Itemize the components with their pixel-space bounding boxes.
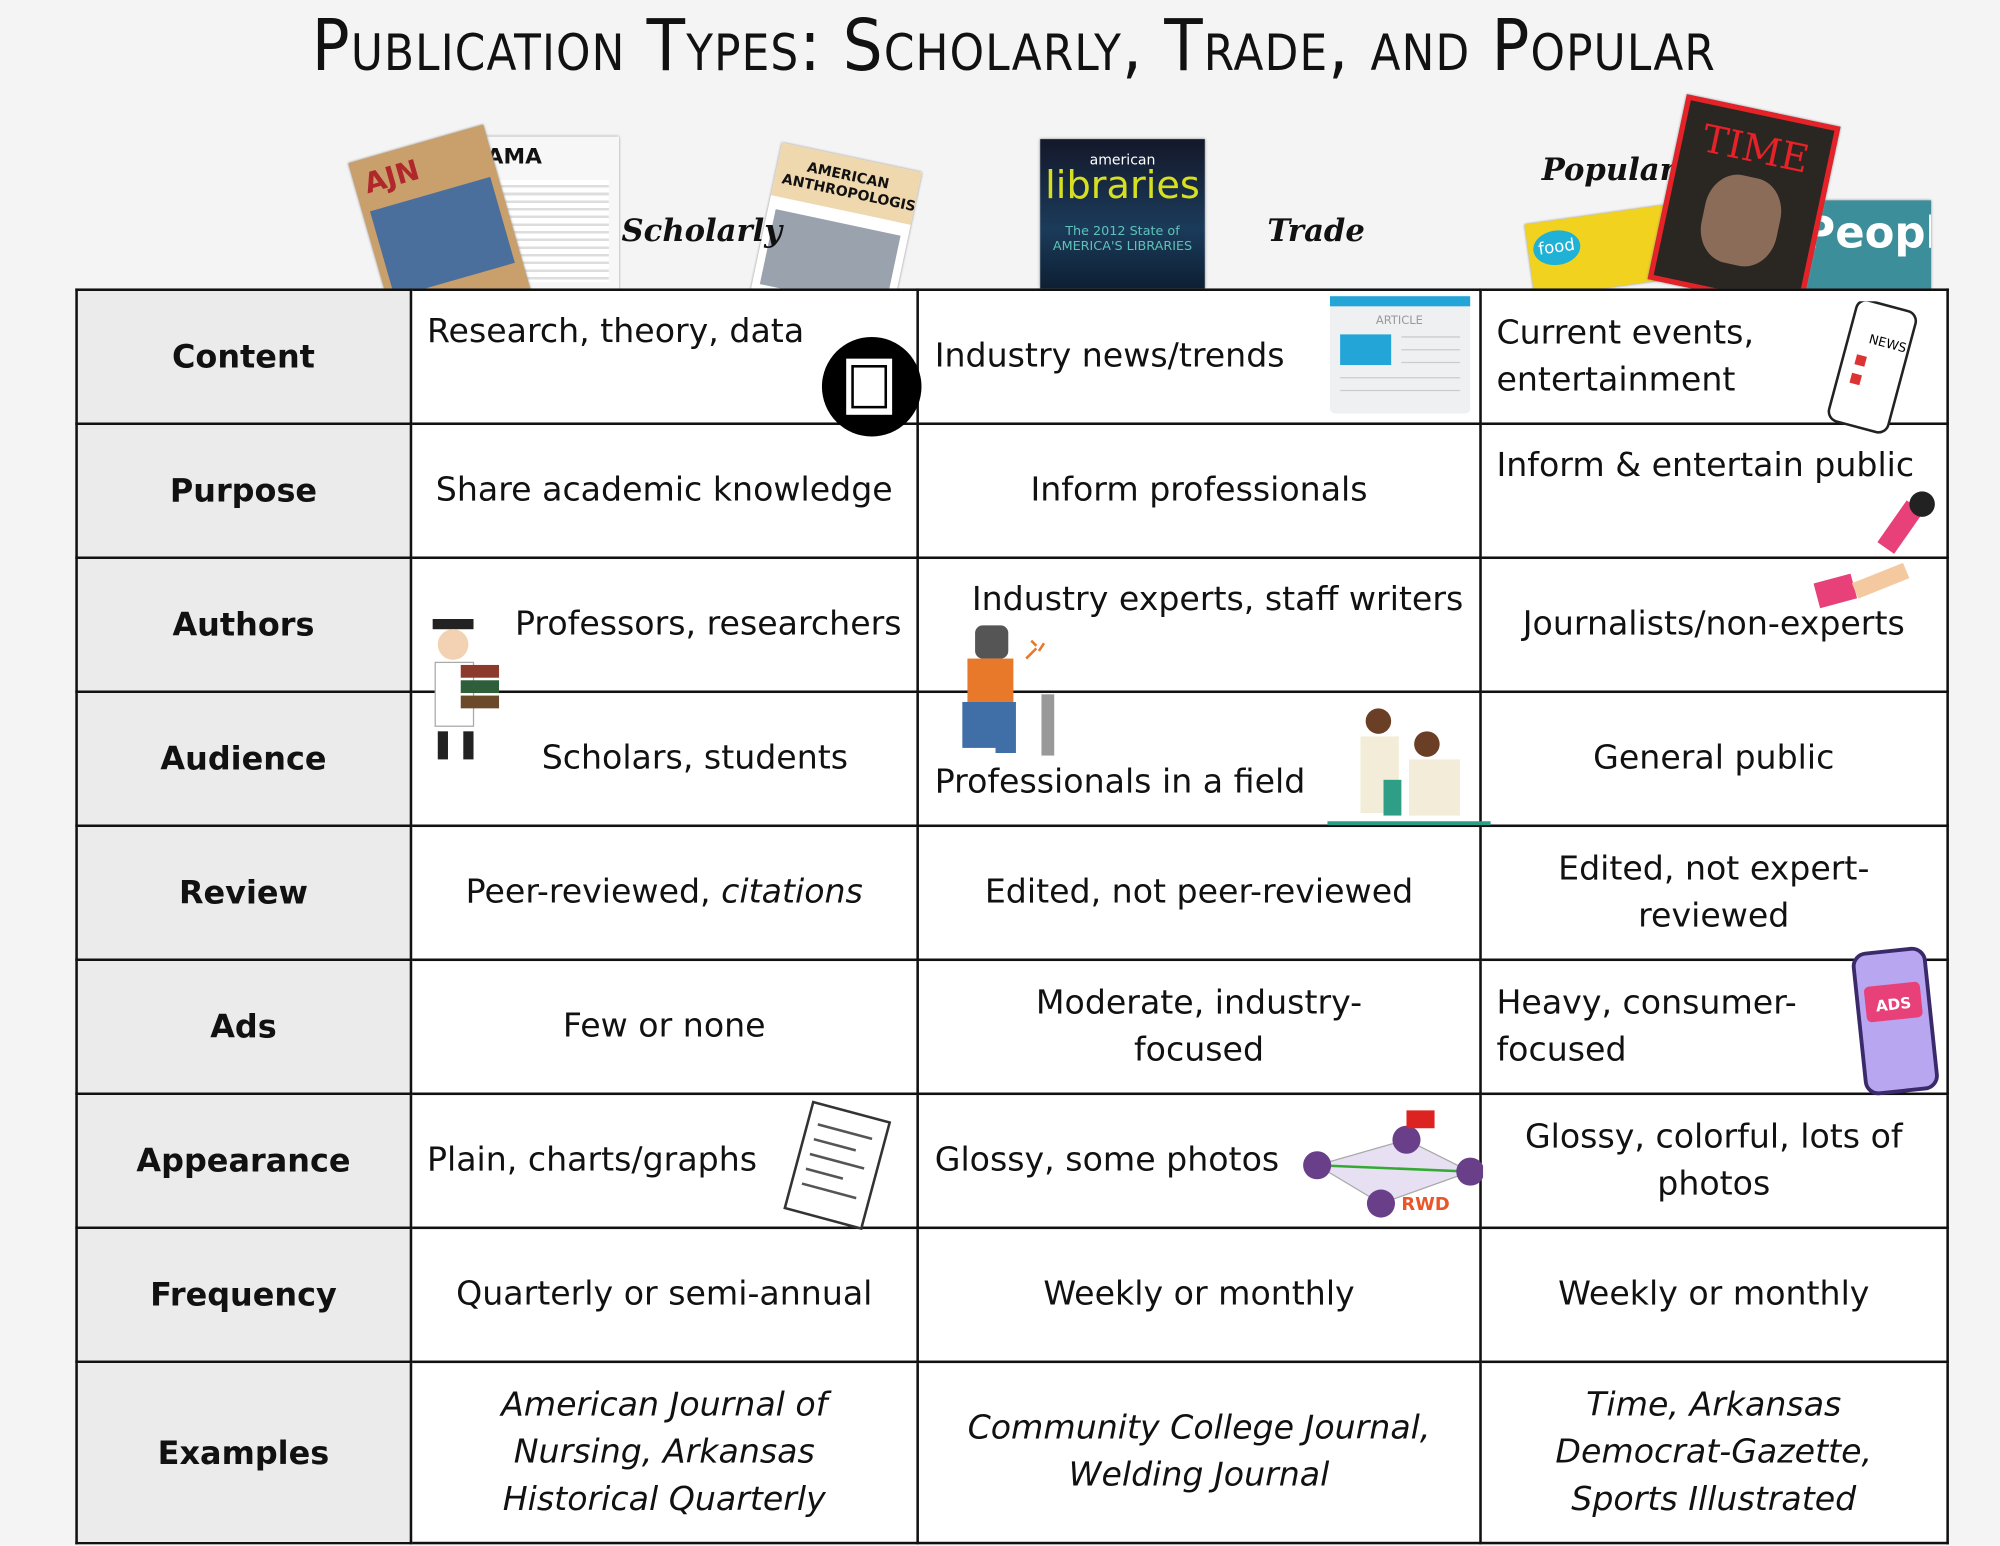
table-row-audience: Audience Scholars, students Professional…: [75, 690, 1949, 828]
cell-text: Inform professionals: [916, 422, 1482, 560]
cell-text: Share academic knowledge: [409, 422, 920, 560]
table-row-review: Review Peer-reviewed, citations Edited, …: [75, 824, 1949, 962]
trade-label: Trade: [1267, 211, 1365, 249]
cell-text: Glossy, colorful, lots of photos: [1478, 1092, 1949, 1230]
cell-text: Quarterly or semi-annual: [409, 1226, 920, 1364]
row-header: Examples: [75, 1360, 412, 1545]
svg-text:RWD: RWD: [1402, 1194, 1450, 1215]
cell-text: American Journal of Nursing, Arkansas Hi…: [501, 1385, 828, 1519]
article-icon: ARTICLE: [1330, 296, 1471, 414]
cell-text: Research, theory, data: [426, 312, 805, 351]
cell-text: Scholars, students: [409, 690, 920, 828]
cell-text: Peer-reviewed,: [465, 872, 722, 912]
row-header: Review: [75, 824, 412, 962]
table-row-authors: Authors Professors, researchers Industry…: [75, 556, 1949, 760]
cell-text: Weekly or monthly: [1478, 1226, 1949, 1364]
svg-text:ADS: ADS: [1874, 994, 1911, 1016]
cell-text: Moderate, industry-focused: [916, 958, 1482, 1096]
food-magazine-cover: food: [1524, 205, 1674, 298]
cell-text-italic: citations: [721, 872, 863, 912]
cell-text: Plain, charts/graphs: [426, 1141, 758, 1180]
row-header: Audience: [75, 690, 412, 828]
cell-text: Time, Arkansas Democrat-Gazette, Sports …: [1555, 1385, 1873, 1519]
table-row-content: Content Research, theory, data Industry …: [75, 288, 1949, 437]
cell-text: General public: [1478, 690, 1949, 828]
cell-text: Edited, not expert-reviewed: [1478, 824, 1949, 962]
news-phone-icon: NEWS: [1826, 301, 1917, 434]
scientists-icon: [1327, 708, 1492, 826]
rwd-car-chassis-icon: RWD: [1303, 1110, 1484, 1218]
table-row-appearance: Appearance Plain, charts/graphs Glossy, …: [75, 1092, 1949, 1231]
svg-text:ARTICLE: ARTICLE: [1376, 313, 1423, 327]
row-header: Purpose: [75, 422, 412, 560]
row-header: Authors: [75, 556, 412, 694]
row-header: Content: [75, 288, 412, 426]
newspaper-icon: [821, 336, 921, 437]
cell-text: Professionals in a field: [934, 763, 1306, 802]
comparison-table: Content Research, theory, data Industry …: [75, 288, 1949, 1545]
cell-text: Glossy, some photos: [934, 1141, 1280, 1180]
document-icon: [782, 1100, 891, 1231]
row-header: Ads: [75, 958, 412, 1096]
cell-text: Inform & entertain public: [1496, 446, 1915, 485]
scholarly-label: Scholarly: [621, 211, 783, 249]
row-header: Appearance: [75, 1092, 412, 1230]
table-row-examples: Examples American Journal of Nursing, Ar…: [75, 1360, 1949, 1545]
popular-label: Popular: [1541, 150, 1676, 188]
american-libraries-cover: american libraries The 2012 State of AME…: [1040, 139, 1205, 289]
cell-text: Heavy, consumer-focused: [1496, 983, 1797, 1069]
cell-text: Edited, not peer-reviewed: [916, 824, 1482, 962]
cell-text: Industry experts, staff writers: [971, 580, 1464, 620]
cell-text: Weekly or monthly: [916, 1226, 1482, 1364]
ads-phone-icon: ADS: [1851, 946, 1939, 1096]
cell-text: Few or none: [409, 958, 920, 1096]
cell-text: Professors, researchers: [514, 604, 902, 644]
table-row-frequency: Frequency Quarterly or semi-annual Weekl…: [75, 1226, 1949, 1364]
table-row-ads: Ads Few or none Moderate, industry-focus…: [75, 946, 1949, 1096]
row-header: Frequency: [75, 1226, 412, 1364]
cell-text: Current events, entertainment: [1496, 313, 1755, 399]
cell-text: Journalists/non-experts: [1478, 556, 1949, 694]
table-row-purpose: Purpose Share academic knowledge Inform …: [75, 422, 1949, 609]
cell-text: Industry news/trends: [934, 336, 1285, 376]
cell-text: Community College Journal, Welding Journ…: [967, 1409, 1431, 1495]
people-cover: People: [1793, 200, 1932, 290]
page-title: Publication Types: Scholarly, Trade, and…: [311, 5, 1716, 89]
